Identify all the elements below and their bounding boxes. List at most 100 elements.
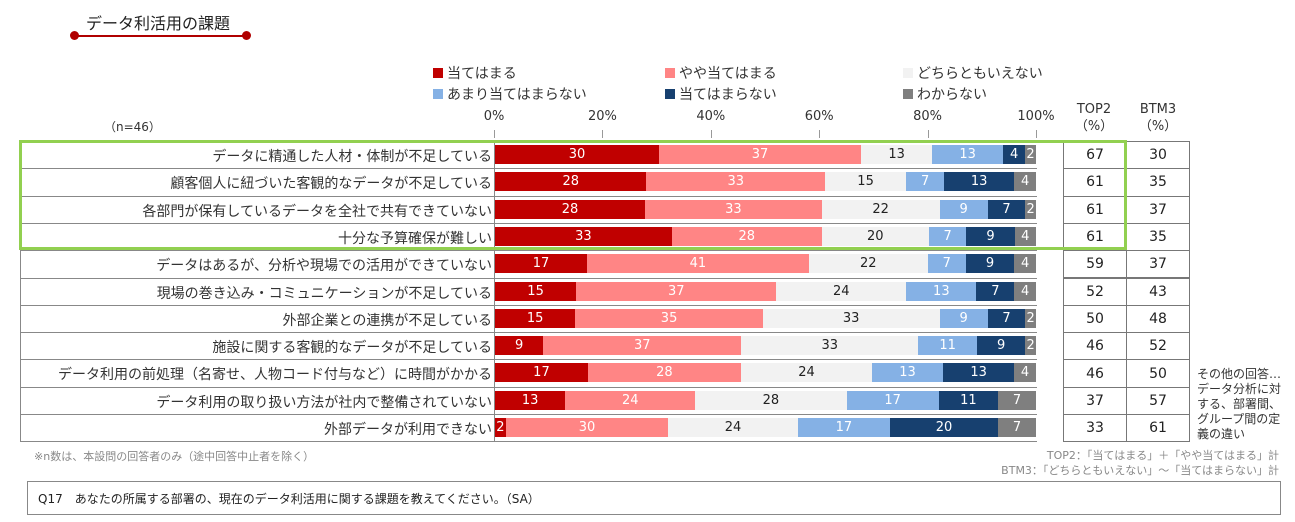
bar-segment: 22 bbox=[821, 199, 940, 219]
btm3-value: 57 bbox=[1126, 386, 1190, 415]
bar-segment: 4 bbox=[1014, 281, 1036, 301]
legend-swatch bbox=[433, 68, 443, 78]
row-divider bbox=[20, 304, 1037, 306]
category-label: 外部データが利用できない bbox=[324, 422, 492, 438]
bar-segment: 33 bbox=[741, 336, 919, 356]
bar-segment: 30 bbox=[505, 418, 669, 437]
bar-segment: 9 bbox=[977, 336, 1026, 356]
legend-label: 当てはまらない bbox=[679, 87, 777, 103]
bar-segment: 9 bbox=[939, 199, 988, 219]
bar-segment: 7 bbox=[928, 226, 967, 246]
bar-segment: 24 bbox=[740, 363, 873, 383]
btm3-header-unit: （%） bbox=[1138, 119, 1178, 134]
bar-segment: 28 bbox=[671, 226, 822, 246]
bar-segment: 13 bbox=[861, 145, 933, 164]
title-underline-dot bbox=[70, 31, 79, 40]
bar-segment: 9 bbox=[966, 226, 1015, 246]
bar-segment: 20 bbox=[821, 226, 929, 246]
bar-segment: 13 bbox=[906, 281, 977, 301]
top2-value: 33 bbox=[1063, 414, 1127, 443]
btm3-value: 48 bbox=[1126, 304, 1190, 334]
bar-segment: 33 bbox=[495, 226, 672, 246]
bar-segment: 4 bbox=[1014, 172, 1036, 192]
category-label: データ利用の前処理（名寄せ、人物コード付与など）に時間がかかる bbox=[58, 367, 492, 384]
bar-segment: 35 bbox=[575, 308, 763, 328]
axis-line bbox=[494, 141, 495, 442]
bar-segment: 11 bbox=[918, 336, 978, 356]
btm3-definition: BTM3：「どちらともいえない」～「当てはまらない」計 bbox=[1001, 464, 1279, 477]
category-label: データ利用の取り扱い方法が社内で整備されていない bbox=[156, 394, 492, 411]
legend-item: どちらともいえない bbox=[903, 63, 1043, 83]
top2-header-label: TOP2 bbox=[1076, 102, 1112, 117]
top2-value: 46 bbox=[1063, 332, 1127, 361]
bar-segment: 7 bbox=[998, 390, 1036, 410]
btm3-value: 61 bbox=[1126, 414, 1190, 443]
bar-segment: 17 bbox=[495, 254, 587, 274]
top2-value: 37 bbox=[1063, 386, 1127, 415]
top2-value: 59 bbox=[1063, 250, 1127, 279]
question-box: Q17 あなたの所属する部署の、現在のデータ利活用に関する課題を教えてください。… bbox=[27, 481, 1281, 515]
x-tick-mark bbox=[819, 130, 821, 138]
bar-segment: 28 bbox=[587, 363, 741, 383]
bar-segment: 15 bbox=[495, 308, 576, 328]
legend-label: わからない bbox=[917, 87, 987, 103]
bar-segment: 28 bbox=[495, 172, 647, 192]
bar-segment: 41 bbox=[586, 254, 809, 274]
top2-value: 46 bbox=[1063, 359, 1127, 388]
chart-title: データ利活用の課題 bbox=[86, 14, 231, 33]
legend-swatch bbox=[433, 89, 443, 99]
bar-segment: 7 bbox=[976, 281, 1015, 301]
category-label: 施設に関する客観的なデータが不足している bbox=[212, 340, 492, 357]
n-note: ※n数は、本設問の回答者のみ（途中回答中止者を除く） bbox=[34, 450, 315, 463]
bar-segment: 2 bbox=[1025, 308, 1036, 328]
top2-value: 61 bbox=[1063, 195, 1127, 224]
bar-segment: 33 bbox=[762, 308, 940, 328]
btm3-value: 35 bbox=[1126, 168, 1190, 197]
bar-segment: 7 bbox=[906, 172, 945, 192]
legend-item: 当てはまる bbox=[433, 63, 517, 83]
legend-item: あまり当てはまらない bbox=[433, 84, 587, 104]
title-underline-dot bbox=[242, 31, 251, 40]
row-divider bbox=[20, 195, 1037, 197]
top2-value: 50 bbox=[1063, 304, 1127, 334]
bar-segment: 2 bbox=[495, 418, 506, 437]
category-label: 各部門が保有しているデータを全社で共有できていない bbox=[142, 203, 492, 220]
bar-segment: 28 bbox=[495, 199, 645, 219]
bar-segment: 7 bbox=[998, 418, 1036, 437]
bar-segment: 7 bbox=[987, 199, 1026, 219]
legend-label: 当てはまる bbox=[447, 66, 517, 82]
row-divider bbox=[20, 141, 1037, 142]
top2-header-unit: （%） bbox=[1074, 119, 1114, 134]
row-divider bbox=[20, 332, 1037, 334]
bar-segment: 13 bbox=[943, 363, 1015, 383]
bar-segment: 15 bbox=[825, 172, 907, 192]
legend-label: あまり当てはまらない bbox=[447, 87, 587, 103]
category-label: 顧客個人に紐づいた客観的なデータが不足している bbox=[170, 176, 492, 193]
bar-segment: 4 bbox=[1014, 254, 1036, 274]
row-divider bbox=[20, 441, 1037, 443]
bar-segment: 24 bbox=[565, 390, 696, 410]
x-tick-mark bbox=[710, 130, 712, 138]
x-tick-label: 20% bbox=[587, 109, 617, 124]
btm3-value: 30 bbox=[1126, 141, 1190, 170]
legend-label: どちらともいえない bbox=[917, 66, 1043, 82]
x-tick-mark bbox=[927, 130, 929, 138]
top2-header: TOP2 （%） bbox=[1064, 101, 1124, 135]
x-tick-label: 0% bbox=[483, 109, 505, 124]
category-label: 現場の巻き込み・コミュニケーションが不足している bbox=[156, 285, 492, 302]
bar-segment: 13 bbox=[872, 363, 944, 383]
btm3-header-label: BTM3 bbox=[1139, 102, 1177, 117]
x-tick-label: 100% bbox=[1017, 109, 1055, 124]
x-tick-label: 60% bbox=[804, 109, 834, 124]
bar-segment: 30 bbox=[495, 145, 659, 164]
btm3-value: 37 bbox=[1126, 195, 1190, 224]
category-label: 十分な予算確保が難しい bbox=[338, 230, 492, 247]
title-underline bbox=[74, 35, 246, 37]
top2-value: 67 bbox=[1063, 141, 1127, 170]
other-answer-note: その他の回答…データ分析に対する、部署間、グループ間の定義の違い bbox=[1197, 367, 1282, 441]
bar-segment: 24 bbox=[668, 418, 798, 437]
top2-value: 61 bbox=[1063, 168, 1127, 197]
bar-segment: 13 bbox=[932, 145, 1004, 164]
row-divider bbox=[20, 222, 1037, 224]
bar-segment: 37 bbox=[576, 281, 777, 301]
